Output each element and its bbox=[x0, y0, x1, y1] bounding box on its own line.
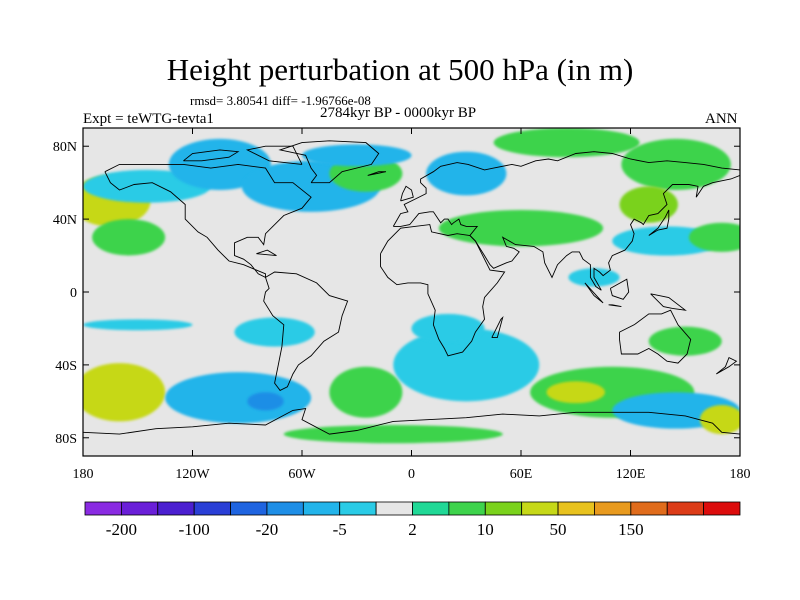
lat-tick-label: 80N bbox=[53, 140, 77, 155]
colorbar-box bbox=[630, 501, 668, 516]
field-region bbox=[302, 144, 412, 167]
lon-tick-label: 0 bbox=[408, 467, 415, 482]
coastline bbox=[104, 163, 312, 279]
lat-tick-label: 40N bbox=[53, 213, 77, 228]
coastline bbox=[491, 315, 504, 339]
field-region bbox=[83, 363, 166, 422]
coastline bbox=[400, 185, 414, 202]
experiment-label: Expt = teWTG-tevta1 bbox=[83, 111, 214, 127]
season-label: ANN bbox=[705, 111, 738, 127]
coastline bbox=[609, 278, 630, 300]
colorbar-box bbox=[375, 501, 413, 516]
field-region bbox=[438, 210, 604, 247]
lon-tick-label: 120W bbox=[175, 467, 210, 482]
lon-tick-label: 180 bbox=[730, 467, 751, 482]
colorbar-label: -100 bbox=[179, 520, 210, 539]
lat-tick-label: 0 bbox=[70, 286, 77, 301]
field-region bbox=[283, 425, 503, 444]
period-label: 2784kyr BP - 0000kyr BP bbox=[320, 105, 477, 121]
lon-tick-label: 60W bbox=[288, 467, 316, 482]
colorbar-box bbox=[84, 501, 122, 516]
field-region bbox=[329, 366, 403, 418]
colorbar-box bbox=[448, 501, 486, 516]
field-region bbox=[234, 317, 315, 347]
colorbar-box bbox=[120, 501, 159, 516]
colorbar-box bbox=[193, 501, 231, 516]
stats-label: rmsd= 3.80541 diff= -1.96766e-08 bbox=[190, 93, 371, 108]
colorbar-box bbox=[157, 501, 195, 516]
field-region bbox=[168, 138, 271, 190]
field-region bbox=[426, 151, 507, 196]
colorbar-box bbox=[594, 501, 632, 516]
coastline bbox=[584, 282, 604, 304]
colorbar-box bbox=[266, 501, 304, 516]
colorbar-label: 10 bbox=[477, 520, 494, 539]
coastline bbox=[716, 356, 738, 375]
field-region bbox=[699, 404, 740, 435]
colorbar-label: -200 bbox=[106, 520, 137, 539]
coastline bbox=[380, 224, 506, 357]
colorbar-box bbox=[521, 501, 559, 516]
lat-tick-label: 40S bbox=[55, 359, 77, 374]
colorbar-label: 2 bbox=[408, 520, 417, 539]
coastline bbox=[619, 309, 692, 364]
colorbar-label: -5 bbox=[333, 520, 347, 539]
coastline bbox=[278, 140, 380, 184]
field-region bbox=[688, 222, 740, 252]
coastline bbox=[83, 408, 740, 435]
field-region bbox=[83, 319, 193, 331]
field-region bbox=[546, 381, 605, 404]
lon-tick-label: 120E bbox=[616, 467, 646, 482]
axis-ticks: 80N 40N 0 40S 80S 180 120W 60W 0 60E 120E 180 bbox=[53, 128, 751, 482]
coastline bbox=[608, 304, 622, 308]
field-region bbox=[648, 326, 722, 356]
colorbar-box bbox=[302, 501, 341, 516]
colorbar-box bbox=[666, 501, 705, 516]
field-region bbox=[493, 128, 640, 158]
field-region bbox=[621, 138, 731, 190]
lon-tick-label: 180 bbox=[73, 467, 94, 482]
colorbar-box bbox=[703, 501, 741, 516]
coastline bbox=[367, 171, 387, 176]
coastlines bbox=[83, 140, 740, 435]
colorbar-label: 150 bbox=[618, 520, 644, 539]
field-region bbox=[411, 313, 485, 344]
colorbar-box bbox=[412, 501, 450, 516]
field-region bbox=[165, 372, 312, 424]
contour-field bbox=[83, 128, 740, 444]
colorbar-label: -20 bbox=[256, 520, 279, 539]
field-region bbox=[92, 219, 166, 256]
colorbar-box bbox=[339, 501, 377, 516]
field-region bbox=[247, 392, 284, 411]
colorbar-label: 50 bbox=[550, 520, 567, 539]
field-region bbox=[393, 328, 540, 402]
colorbar-box bbox=[484, 501, 523, 516]
coastline bbox=[256, 249, 277, 257]
field-region bbox=[619, 186, 678, 223]
lat-tick-label: 80S bbox=[55, 432, 77, 447]
colorbar-box bbox=[230, 501, 268, 516]
coastline bbox=[183, 149, 240, 162]
lon-tick-label: 60E bbox=[510, 467, 533, 482]
coastline bbox=[650, 293, 687, 311]
coastline bbox=[648, 209, 670, 236]
colorbar-box bbox=[557, 501, 595, 516]
map-title: Height perturbation at 500 hPa (in m) bbox=[166, 52, 634, 87]
coastline bbox=[263, 271, 349, 391]
coastline bbox=[245, 145, 303, 165]
